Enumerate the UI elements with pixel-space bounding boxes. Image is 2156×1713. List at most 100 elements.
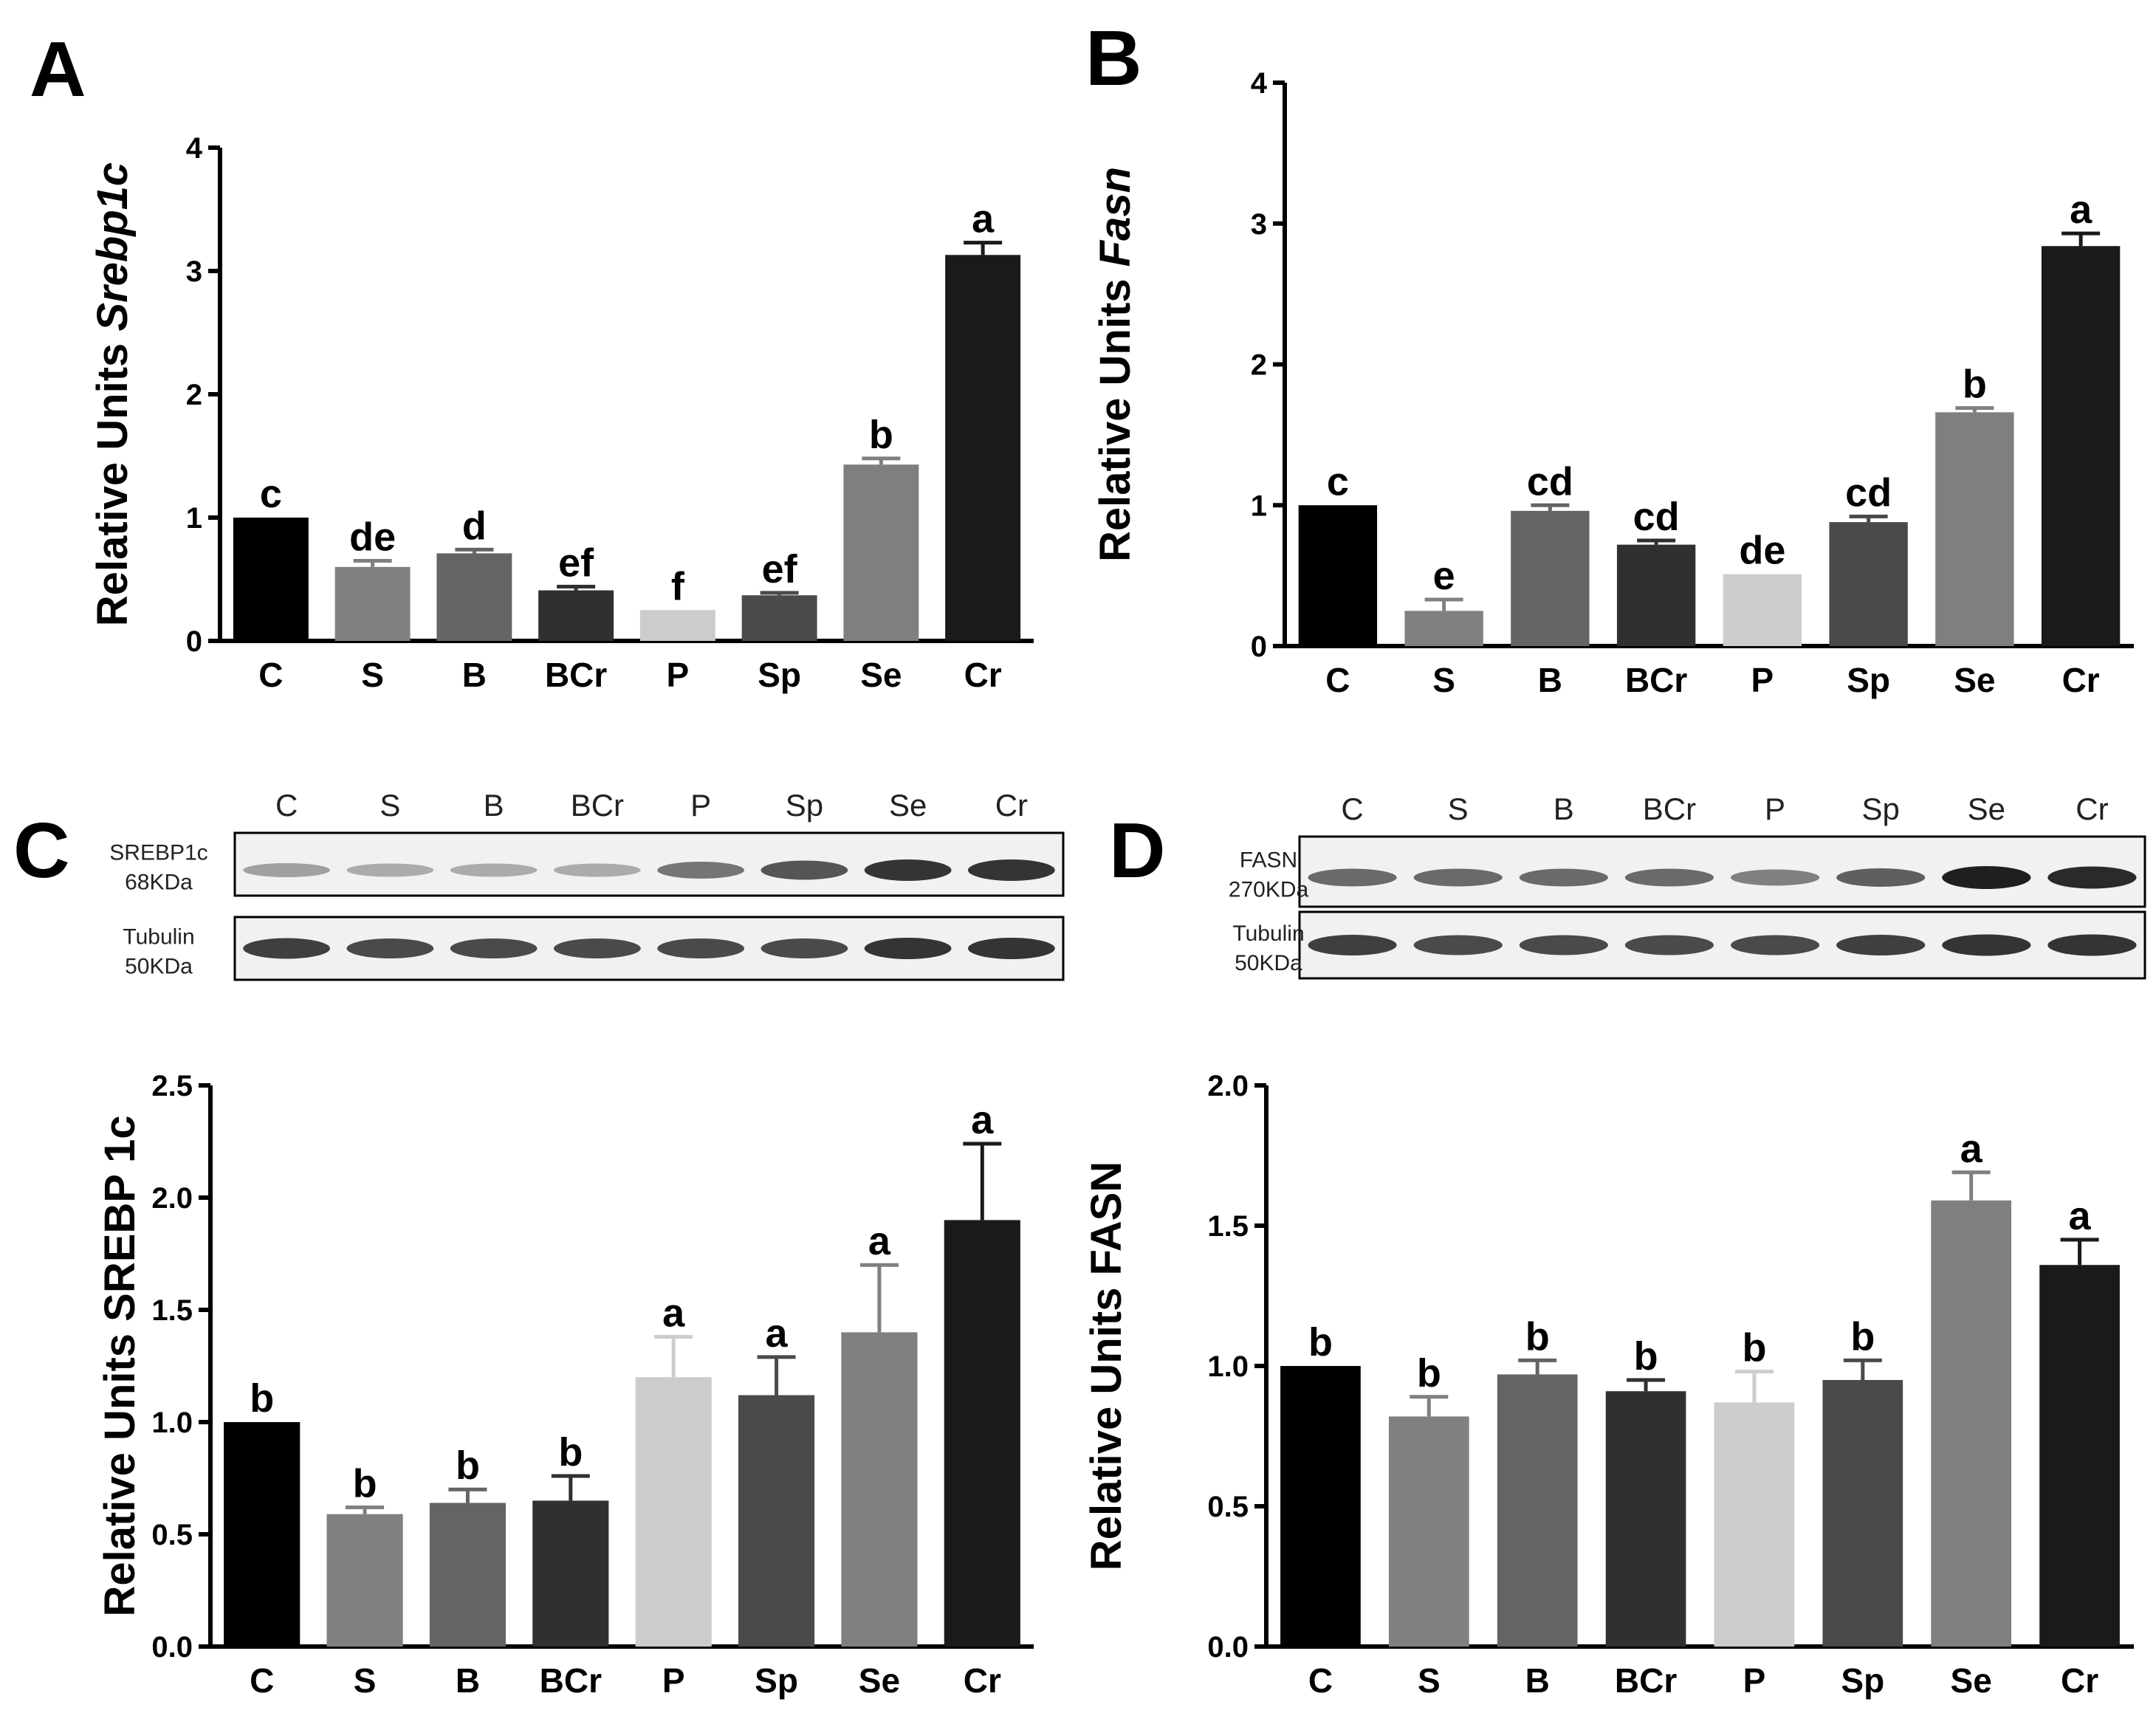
blot-band-d-tubulin-p	[1730, 935, 1820, 955]
blot-band-d-fasn-se	[1942, 866, 2031, 889]
y-axis-label-c: Relative Units SREBP 1c	[96, 1115, 144, 1616]
significance-label-d-cr: a	[2069, 1194, 2092, 1238]
bar-a-s	[334, 566, 411, 641]
bar-a-p	[639, 610, 715, 641]
y-tick-label-a-3: 3	[186, 255, 202, 288]
blot-lane-label-c-c: C	[275, 788, 298, 823]
significance-label-d-s: b	[1417, 1351, 1441, 1396]
y-tick-label-d-4: 2.0	[1207, 1070, 1249, 1102]
blot-band-d-fasn-bcr	[1624, 868, 1714, 887]
blot-band-c-srebp1c-b	[450, 863, 538, 877]
blot-band-d-fasn-s	[1413, 868, 1503, 887]
blot-d: C S B BCr P Sp Se Cr FASN 270KDa Tubulin 50KDa	[1229, 792, 2146, 980]
blot-lane-label-c-s: S	[380, 788, 400, 823]
blot-protein-label-c-srebp1c: SREBP1c	[109, 841, 207, 865]
x-tick-label-a-p: P	[667, 656, 690, 694]
bar-d-se	[1931, 1200, 2012, 1647]
blot-band-c-srebp1c-bcr	[553, 863, 641, 877]
blot-band-c-tubulin-sp	[761, 938, 848, 958]
x-tick-label-b-b: B	[1538, 661, 1562, 699]
chart-a: 0 1 2 3 4 Relative Units Srebp1c c Cde Sd Bef BCr f…	[89, 132, 1034, 694]
y-tick-label-a-1: 1	[186, 502, 202, 535]
blot-lane-label-d-bcr: BCr	[1643, 792, 1696, 826]
blot-band-c-srebp1c-sp	[761, 860, 848, 880]
bar-a-b	[436, 553, 512, 641]
blot-band-d-fasn-b	[1519, 868, 1608, 887]
significance-label-b-cr: a	[2070, 188, 2093, 232]
blot-c: C S B BCr P Sp Se Cr SREBP1c 68KDa Tubulin 50KDa	[109, 788, 1065, 981]
blot-band-c-tubulin-s	[346, 938, 434, 958]
blot-band-c-srebp1c-se	[864, 859, 952, 881]
blot-size-label-d-tubulin: 50KDa	[1235, 951, 1302, 975]
significance-label-d-b: b	[1525, 1314, 1550, 1359]
x-tick-label-b-bcr: BCr	[1625, 661, 1687, 699]
y-axis-gene-name-b: Fasn	[1091, 167, 1139, 267]
blot-lane-label-d-b: B	[1554, 792, 1574, 826]
blot-lane-label-c-sp: Sp	[786, 788, 823, 823]
blot-band-c-tubulin-p	[657, 938, 745, 958]
blot-band-d-tubulin-cr	[2047, 934, 2137, 956]
blot-size-label-c-tubulin: 50KDa	[125, 955, 193, 979]
blot-band-c-tubulin-cr	[967, 938, 1055, 959]
bar-d-bcr	[1605, 1391, 1686, 1647]
x-tick-label-d-sp: Sp	[1841, 1661, 1884, 1700]
bar-a-se	[843, 464, 919, 641]
significance-label-b-se: b	[1963, 363, 1987, 407]
y-tick-label-b-0: 0	[1251, 631, 1267, 663]
x-tick-label-c-s: S	[354, 1661, 377, 1700]
bar-b-s	[1404, 611, 1483, 646]
blot-lane-label-c-bcr: BCr	[571, 788, 624, 823]
significance-label-a-se: b	[869, 413, 893, 457]
blot-band-c-srebp1c-cr	[967, 859, 1055, 881]
x-tick-label-b-se: Se	[1954, 661, 1995, 699]
y-tick-label-c-2: 1.0	[151, 1407, 193, 1439]
y-tick-label-a-0: 0	[186, 625, 202, 658]
y-tick-label-c-4: 2.0	[151, 1182, 193, 1215]
blot-band-c-tubulin-bcr	[553, 938, 641, 958]
bar-d-cr	[2039, 1265, 2120, 1647]
bar-b-p	[1723, 574, 1802, 646]
significance-label-c-c: b	[250, 1376, 274, 1421]
x-tick-label-b-c: C	[1325, 661, 1350, 699]
bar-c-sp	[738, 1395, 815, 1647]
blot-band-d-fasn-cr	[2047, 866, 2137, 889]
x-tick-label-b-s: S	[1432, 661, 1455, 699]
bar-c-bcr	[532, 1500, 609, 1647]
bar-c-c	[224, 1422, 301, 1647]
blot-band-d-tubulin-se	[1942, 934, 2031, 956]
bar-a-bcr	[538, 590, 614, 641]
x-tick-label-a-sp: Sp	[758, 656, 801, 694]
y-tick-label-c-1: 0.5	[151, 1519, 193, 1551]
significance-label-c-se: a	[868, 1219, 891, 1263]
significance-label-a-s: de	[349, 515, 396, 559]
y-tick-label-c-0: 0.0	[151, 1631, 193, 1664]
significance-label-c-cr: a	[971, 1098, 994, 1142]
x-tick-label-d-p: P	[1743, 1661, 1766, 1700]
x-tick-label-c-p: P	[662, 1661, 685, 1700]
x-tick-label-a-se: Se	[860, 656, 902, 694]
blot-band-d-fasn-sp	[1836, 868, 1926, 887]
bar-b-cr	[2041, 246, 2121, 646]
significance-label-d-p: b	[1742, 1326, 1766, 1370]
x-tick-label-a-s: S	[361, 656, 384, 694]
bar-d-sp	[1822, 1380, 1903, 1647]
bar-c-p	[635, 1377, 712, 1647]
panel-letter-b: B	[1085, 15, 1142, 102]
x-tick-label-a-c: C	[258, 656, 283, 694]
blot-protein-label-c-tubulin: Tubulin	[123, 925, 194, 950]
x-tick-label-d-s: S	[1418, 1661, 1441, 1700]
blot-band-d-tubulin-b	[1519, 935, 1608, 955]
significance-label-d-c: b	[1308, 1320, 1333, 1364]
significance-label-c-s: b	[353, 1462, 377, 1506]
blot-band-d-fasn-p	[1730, 869, 1820, 886]
blot-protein-label-d-fasn: FASN	[1240, 848, 1297, 873]
blot-lane-label-c-p: P	[690, 788, 711, 823]
bar-b-bcr	[1616, 544, 1696, 646]
x-tick-label-d-c: C	[1308, 1661, 1333, 1700]
bar-b-b	[1511, 510, 1590, 646]
blot-lane-label-d-se: Se	[1968, 792, 2005, 826]
bar-d-p	[1714, 1402, 1795, 1647]
blot-protein-label-d-tubulin: Tubulin	[1232, 921, 1304, 946]
